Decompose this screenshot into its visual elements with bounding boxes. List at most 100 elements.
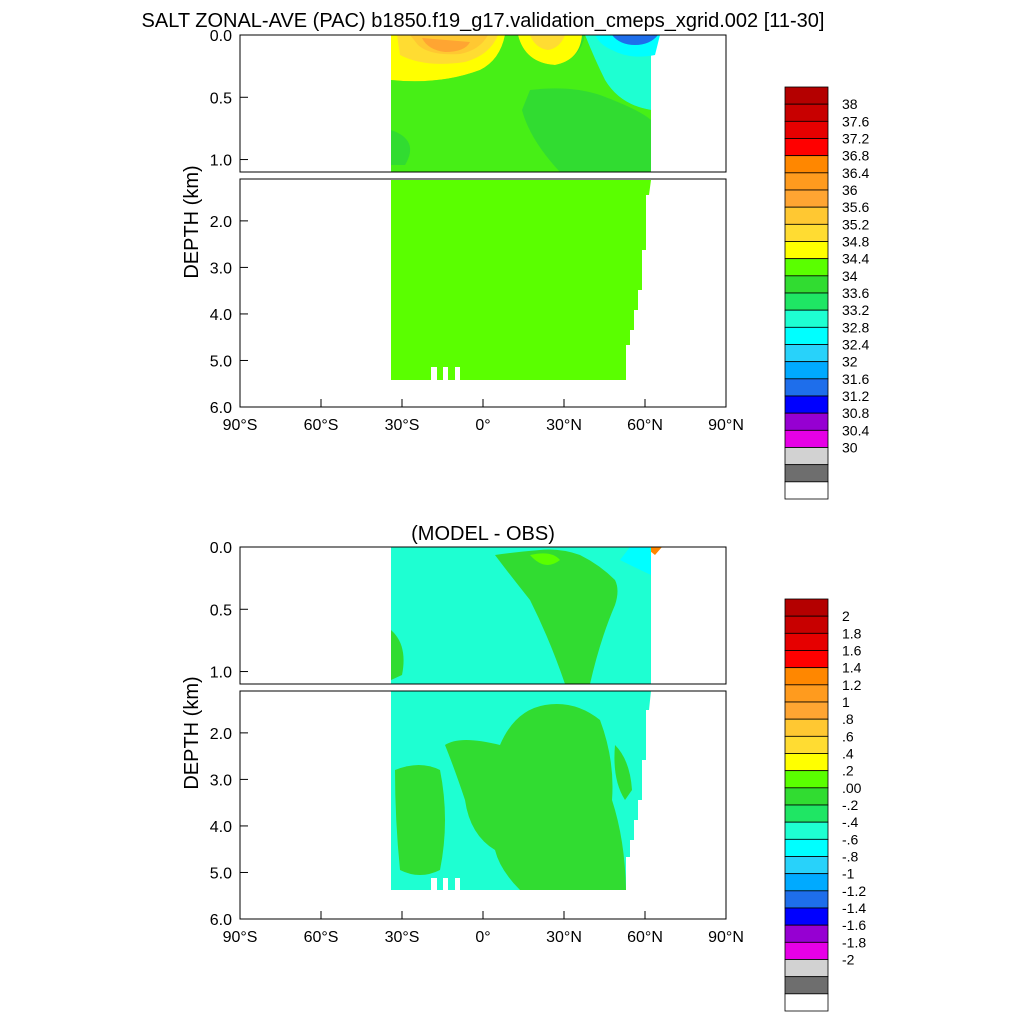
colorbar-box	[784, 206, 829, 225]
colorbar-box	[784, 598, 829, 617]
upper-plot-frame	[239, 34, 727, 173]
colorbar-box	[784, 821, 829, 840]
lower-contour-fills	[391, 180, 651, 380]
colorbar-box	[784, 429, 829, 448]
colorbar-box	[784, 275, 829, 294]
x-tick-label: 30°S	[385, 417, 420, 434]
colorbar-box	[784, 667, 829, 686]
y-ticks-lower: 2.0 3.0 4.0 5.0 6.0	[210, 726, 248, 929]
y-tick-label: 6.0	[210, 400, 232, 417]
colorbar-box	[784, 684, 829, 703]
fill-positive-west	[391, 630, 404, 680]
colorbar-label: 1.2	[842, 677, 862, 693]
colorbar-box	[784, 412, 829, 431]
x-ticks: 90°S 60°S 30°S 0° 30°N 60°N 90°N	[223, 911, 744, 946]
y-tick-label: 0.0	[210, 28, 232, 45]
colorbar-box	[784, 924, 829, 943]
upper-contour-fills	[391, 35, 660, 172]
colorbar-label: .4	[842, 746, 854, 762]
upper-plot-frame	[239, 546, 727, 685]
colorbar: 21.81.61.41.21.8.6.4.2.00-.2-.4-.6-.8-1-…	[784, 598, 866, 1012]
colorbar-box	[784, 395, 829, 414]
y-tick-label: 0.5	[210, 602, 232, 619]
colorbar-box	[784, 976, 829, 995]
colorbar-label: 33.6	[842, 285, 869, 301]
lower-contour-fills	[391, 691, 651, 890]
x-tick-label: 90°S	[223, 929, 258, 946]
y-axis-label: DEPTH (km)	[181, 165, 203, 278]
x-tick-label: 60°S	[304, 929, 339, 946]
x-tick-label: 30°S	[385, 929, 420, 946]
colorbar-box	[784, 959, 829, 978]
y-tick-label: 0.5	[210, 90, 232, 107]
colorbar-box	[784, 856, 829, 875]
fill-positive-tongue	[495, 549, 618, 684]
colorbar-label: -1	[842, 866, 855, 882]
colorbar-label: -.8	[842, 849, 859, 865]
colorbar-label: -.4	[842, 814, 859, 830]
colorbar-box	[784, 292, 829, 311]
colorbar-box	[784, 632, 829, 651]
salinity-panel: 0.0 0.5 1.0 2.0 3.0 4.0 5.0 6.0 90°S 60°S 30°S 0°…	[181, 28, 869, 500]
colorbar-box	[784, 344, 829, 363]
colorbar-box	[784, 241, 829, 260]
colorbar-label: 37.2	[842, 131, 869, 147]
colorbar-box	[784, 804, 829, 823]
x-tick-label: 90°N	[708, 929, 744, 946]
colorbar-box	[784, 155, 829, 174]
colorbar-label: 34.4	[842, 251, 869, 267]
colorbar-label: 30	[842, 440, 858, 456]
colorbar-label: -1.2	[842, 883, 866, 899]
x-tick-label: 90°S	[223, 417, 258, 434]
colorbar-label: 31.6	[842, 371, 869, 387]
y-tick-label: 4.0	[210, 819, 232, 836]
colorbar-label: 35.6	[842, 199, 869, 215]
fill-saltier-mid-depth	[522, 88, 651, 172]
fill-lowest-salinity-north	[612, 35, 658, 45]
colorbar-box	[784, 615, 829, 634]
colorbar-label: 36	[842, 182, 858, 198]
colorbar-label: 36.4	[842, 165, 869, 181]
colorbar-label: 1.6	[842, 643, 862, 659]
colorbar-box	[784, 326, 829, 345]
y-tick-label: 5.0	[210, 865, 232, 882]
x-tick-label: 90°N	[708, 417, 744, 434]
fill-deep-water	[391, 180, 651, 380]
upper-contour-fills	[391, 547, 662, 684]
y-tick-label: 4.0	[210, 307, 232, 324]
colorbar-box	[784, 650, 829, 669]
colorbar-box	[784, 787, 829, 806]
y-tick-label: 2.0	[210, 726, 232, 743]
colorbar-label: -1.4	[842, 900, 866, 916]
y-tick-label: 5.0	[210, 353, 232, 370]
x-tick-label: 60°S	[304, 417, 339, 434]
colorbar-box	[784, 718, 829, 737]
colorbar-box	[784, 447, 829, 466]
fill-positive-southwest	[395, 765, 445, 875]
y-ticks-upper: 0.0 0.5 1.0	[210, 540, 248, 682]
colorbar-label: 34.8	[842, 234, 869, 250]
fill-saltier-west-edge	[391, 130, 411, 165]
colorbar-box	[784, 735, 829, 754]
colorbar-box	[784, 103, 829, 122]
colorbar-box	[784, 838, 829, 857]
colorbar-box	[784, 481, 829, 500]
colorbar-label: 31.2	[842, 388, 869, 404]
y-tick-label: 6.0	[210, 912, 232, 929]
colorbar-label: 1.8	[842, 625, 862, 641]
colorbar-label: -1.8	[842, 934, 866, 950]
fill-positive-deep	[445, 704, 626, 890]
colorbar-label: 1	[842, 694, 850, 710]
colorbar-label: 38	[842, 96, 858, 112]
colorbar-box	[784, 361, 829, 380]
colorbar-box	[784, 378, 829, 397]
colorbar-label: -2	[842, 952, 855, 968]
fill-high-salinity-north	[518, 35, 582, 65]
colorbar-label: -.6	[842, 831, 859, 847]
fill-positive-northeast	[614, 745, 632, 800]
x-tick-label: 0°	[475, 417, 490, 434]
colorbar-label: 32.8	[842, 319, 869, 335]
colorbar-label: 36.8	[842, 148, 869, 164]
colorbar-box	[784, 309, 829, 328]
